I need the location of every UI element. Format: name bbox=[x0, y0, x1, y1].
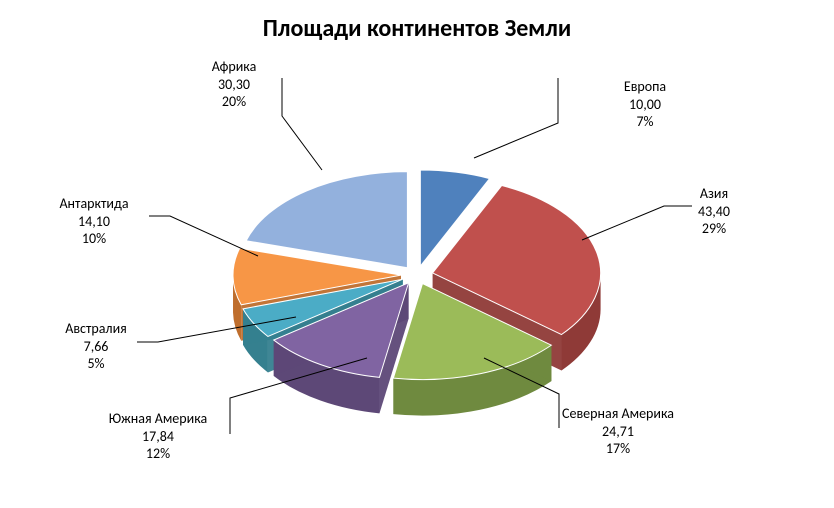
slice-name: Австралия bbox=[16, 320, 176, 338]
slice-percent: 17% bbox=[538, 440, 698, 458]
slice-value: 30,30 bbox=[154, 76, 314, 94]
slice-percent: 20% bbox=[154, 93, 314, 111]
slice-label: Австралия7,665% bbox=[16, 320, 176, 373]
slice-label: Антарктида14,1010% bbox=[14, 195, 174, 248]
slice-label: Азия43,4029% bbox=[634, 185, 794, 238]
slice-value: 7,66 bbox=[16, 338, 176, 356]
slice-percent: 10% bbox=[14, 230, 174, 248]
leader-line bbox=[474, 78, 558, 158]
chart-title: Площади континентов Земли bbox=[0, 14, 834, 43]
slice-value: 24,71 bbox=[538, 423, 698, 441]
slice-label: Северная Америка24,7117% bbox=[538, 405, 698, 458]
slice-name: Африка bbox=[154, 58, 314, 76]
slice-percent: 5% bbox=[16, 355, 176, 373]
slice-value: 14,10 bbox=[14, 213, 174, 231]
slice-percent: 29% bbox=[634, 220, 794, 238]
slice-label: Африка30,3020% bbox=[154, 58, 314, 111]
slice-name: Азия bbox=[634, 185, 794, 203]
slice-value: 43,40 bbox=[634, 203, 794, 221]
slice-name: Северная Америка bbox=[538, 405, 698, 423]
slice-label: Южная Америка17,8412% bbox=[78, 410, 238, 463]
slice-value: 17,84 bbox=[78, 428, 238, 446]
slice-value: 10,00 bbox=[565, 96, 725, 114]
slice-label: Европа10,007% bbox=[565, 78, 725, 131]
slice-name: Антарктида bbox=[14, 195, 174, 213]
slice-name: Европа bbox=[565, 78, 725, 96]
slice-percent: 7% bbox=[565, 113, 725, 131]
slice-name: Южная Америка bbox=[78, 410, 238, 428]
slice-percent: 12% bbox=[78, 445, 238, 463]
